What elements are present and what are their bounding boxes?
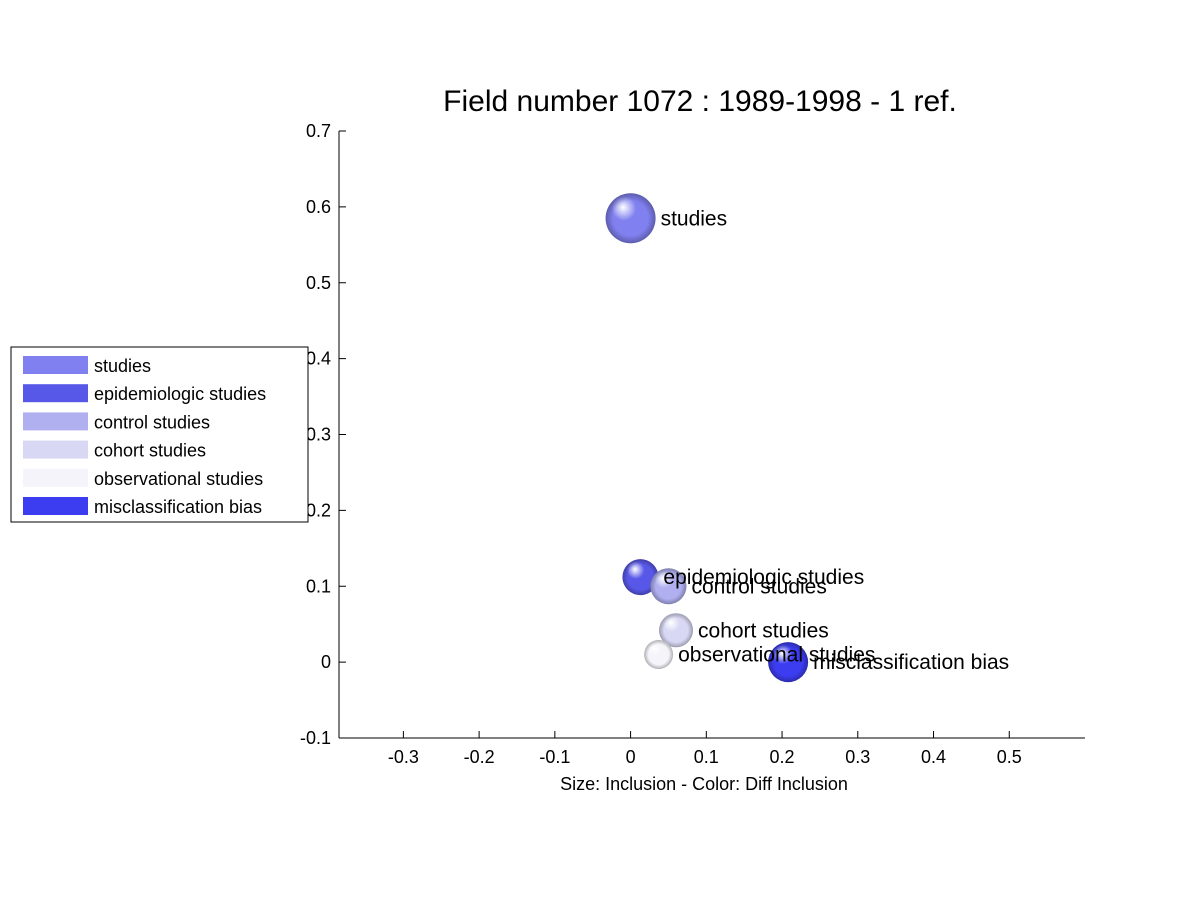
x-axis-label: Size: Inclusion - Color: Diff Inclusion bbox=[560, 774, 848, 794]
legend-swatch bbox=[23, 468, 88, 487]
y-tick-label: -0.1 bbox=[300, 728, 331, 748]
legend-label: observational studies bbox=[94, 469, 263, 489]
legend-swatch bbox=[23, 497, 88, 515]
y-tick-label: 0.4 bbox=[306, 349, 331, 369]
legend-label: studies bbox=[94, 356, 151, 376]
point-label: cohort studies bbox=[698, 619, 829, 642]
legend-swatch bbox=[23, 356, 88, 374]
chart-title: Field number 1072 : 1989-1998 - 1 ref. bbox=[443, 85, 957, 118]
x-tick-label: 0.2 bbox=[770, 747, 795, 767]
axes: -0.3 -0.2 -0.1 0 0.1 0.2 0.3 0.4 0.5 -0.1 0 0.1 0.2 0… bbox=[300, 121, 1085, 767]
legend-label: cohort studies bbox=[94, 441, 206, 461]
x-tick-label: -0.1 bbox=[539, 747, 570, 767]
data-point-shade bbox=[768, 642, 809, 683]
x-tick-label: 0 bbox=[626, 747, 636, 767]
point-label: studies bbox=[661, 207, 728, 230]
legend-label: epidemiologic studies bbox=[94, 384, 266, 404]
x-tick-label: -0.2 bbox=[464, 747, 495, 767]
point-label: observational studies bbox=[678, 644, 875, 667]
legend-swatch bbox=[23, 384, 88, 403]
point-label: epidemiologic studies bbox=[663, 566, 864, 589]
x-tick-label: 0.5 bbox=[997, 747, 1022, 767]
y-tick-label: 0.7 bbox=[306, 121, 331, 141]
y-tick-label: 0.2 bbox=[306, 500, 331, 520]
y-tick-label: 0.6 bbox=[306, 197, 331, 217]
data-point-shade bbox=[605, 193, 656, 244]
legend-label: misclassification bias bbox=[94, 497, 262, 517]
data-point-shade bbox=[650, 568, 687, 605]
data-point-shade bbox=[644, 640, 674, 670]
legend-swatch bbox=[23, 412, 88, 431]
x-tick-label: 0.4 bbox=[921, 747, 946, 767]
x-tick-label: 0.1 bbox=[694, 747, 719, 767]
point-label: misclassification bias bbox=[813, 651, 1009, 674]
data-point-shade bbox=[622, 559, 659, 596]
data-point-shade bbox=[659, 613, 694, 648]
y-tick-label: 0.1 bbox=[306, 576, 331, 596]
y-tick-label: 0.3 bbox=[306, 425, 331, 445]
y-tick-label: 0.5 bbox=[306, 273, 331, 293]
legend-label: control studies bbox=[94, 412, 210, 432]
legend-swatch bbox=[23, 440, 88, 459]
x-tick-label: 0.3 bbox=[845, 747, 870, 767]
legend-box bbox=[10, 346, 309, 523]
y-tick-label: 0 bbox=[321, 652, 331, 672]
legend: studies epidemiologic studies control stud… bbox=[10, 346, 309, 523]
point-label: control studies bbox=[691, 575, 826, 598]
x-tick-label: -0.3 bbox=[388, 747, 419, 767]
